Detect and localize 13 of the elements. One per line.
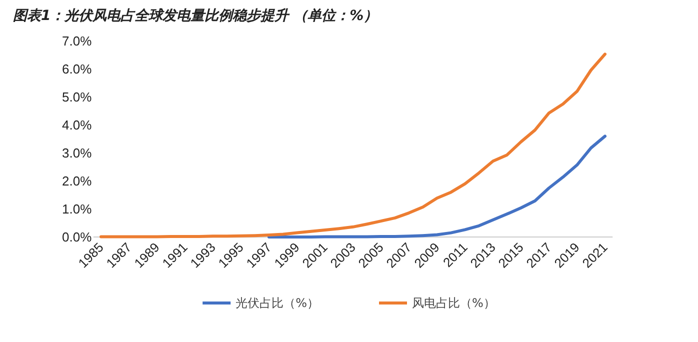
y-tick-label: 5.0% — [62, 90, 92, 104]
y-tick-label: 6.0% — [62, 62, 92, 76]
chart-title: 图表1：光伏风电占全球发电量比例稳步提升 （单位：%） — [13, 7, 378, 24]
legend-label: 光伏占比（%） — [236, 296, 320, 310]
y-tick-label: 3.0% — [62, 146, 92, 160]
line-series — [268, 134, 606, 238]
y-tick-label: 0.0% — [62, 230, 92, 244]
line-series — [100, 52, 606, 238]
y-tick-label: 2.0% — [62, 174, 92, 188]
y-tick-label: 4.0% — [62, 118, 92, 132]
y-tick-label: 1.0% — [62, 202, 92, 216]
y-tick-label: 7.0% — [62, 34, 92, 48]
legend-label: 风电占比（%） — [412, 296, 496, 310]
